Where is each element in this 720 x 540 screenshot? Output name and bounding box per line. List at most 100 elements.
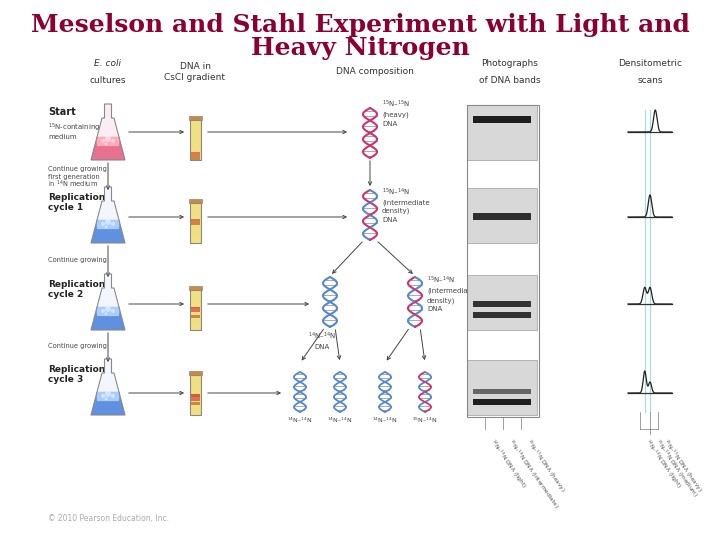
Polygon shape (91, 104, 125, 160)
Text: medium: medium (48, 134, 76, 140)
Text: DNA: DNA (382, 217, 397, 223)
Circle shape (104, 143, 107, 145)
Text: (heavy): (heavy) (382, 112, 409, 118)
Circle shape (101, 309, 105, 313)
Circle shape (104, 397, 107, 400)
Bar (191, 402, 199, 405)
Polygon shape (96, 392, 120, 401)
Polygon shape (91, 392, 125, 415)
Text: cycle 2: cycle 2 (48, 290, 84, 299)
Text: $^{14}$N–$^{14}$N: $^{14}$N–$^{14}$N (328, 416, 353, 425)
Text: Continue growing: Continue growing (48, 343, 107, 349)
Circle shape (111, 139, 115, 143)
Text: density): density) (427, 297, 455, 303)
Bar (189, 120, 200, 160)
Text: DNA: DNA (315, 344, 330, 350)
Circle shape (104, 225, 107, 228)
Text: Replication: Replication (48, 365, 105, 374)
Text: Photographs: Photographs (482, 59, 539, 68)
Text: $^{15}$N-containing: $^{15}$N-containing (48, 122, 100, 134)
Text: Densitometric: Densitometric (618, 59, 682, 68)
Bar (191, 237, 199, 243)
Bar (472, 116, 531, 123)
Bar (467, 105, 537, 160)
Circle shape (101, 139, 105, 143)
Bar (472, 213, 531, 220)
Text: $^{15}$N–$^{14}$N: $^{15}$N–$^{14}$N (382, 186, 410, 198)
Text: Replication: Replication (48, 193, 105, 202)
Bar (189, 371, 202, 375)
Bar (189, 290, 200, 330)
Text: $^{15}$N–$^{15}$N DNA (heavy): $^{15}$N–$^{15}$N DNA (heavy) (660, 437, 705, 495)
Bar (189, 286, 202, 290)
Circle shape (105, 136, 111, 142)
Bar (191, 324, 199, 330)
Bar (191, 154, 199, 160)
Bar (191, 315, 199, 318)
Polygon shape (91, 274, 125, 330)
Text: $^{15}$N–$^{14}$N DNA (medium): $^{15}$N–$^{14}$N DNA (medium) (652, 437, 701, 500)
Text: Heavy Nitrogen: Heavy Nitrogen (251, 36, 469, 60)
Bar (189, 290, 200, 330)
Bar (189, 120, 200, 160)
Bar (191, 397, 199, 401)
Text: $^{15}$N–$^{15}$N: $^{15}$N–$^{15}$N (382, 99, 410, 111)
Text: in $^{14}$N medium: in $^{14}$N medium (48, 178, 98, 190)
Polygon shape (91, 359, 125, 415)
Text: DNA composition: DNA composition (336, 68, 414, 77)
Text: first generation: first generation (48, 174, 100, 180)
Circle shape (104, 313, 107, 315)
Text: Continue growing: Continue growing (48, 166, 107, 172)
Bar (191, 152, 199, 154)
Bar (189, 375, 200, 415)
Text: cycle 1: cycle 1 (48, 203, 84, 212)
Bar (189, 203, 200, 243)
Polygon shape (91, 187, 125, 243)
Text: $^{15}$N–$^{14}$N: $^{15}$N–$^{14}$N (413, 416, 438, 425)
Text: scans: scans (637, 76, 662, 85)
Text: $^{14}$N–$^{14}$N: $^{14}$N–$^{14}$N (308, 331, 336, 342)
Text: cultures: cultures (90, 76, 126, 85)
Bar (191, 394, 199, 396)
Polygon shape (91, 220, 125, 243)
Text: density): density) (382, 208, 410, 214)
Text: Replication: Replication (48, 280, 105, 289)
Bar (472, 313, 531, 318)
Bar (191, 219, 199, 221)
Bar (467, 360, 537, 415)
Bar (472, 399, 531, 405)
Bar (191, 221, 199, 225)
Text: $^{14}$N–$^{14}$N DNA (light): $^{14}$N–$^{14}$N DNA (light) (642, 437, 684, 491)
Text: Meselson and Stahl Experiment with Light and: Meselson and Stahl Experiment with Light… (30, 13, 690, 37)
Circle shape (111, 394, 115, 398)
Text: Start: Start (48, 107, 76, 117)
Circle shape (111, 222, 115, 226)
Circle shape (101, 394, 105, 398)
Text: of DNA bands: of DNA bands (480, 76, 541, 85)
Circle shape (101, 222, 105, 226)
Text: $^{15}$N–$^{15}$N DNA (heavy): $^{15}$N–$^{15}$N DNA (heavy) (523, 437, 568, 495)
Bar (191, 307, 199, 308)
Circle shape (105, 219, 111, 225)
Bar (467, 275, 537, 330)
Text: cycle 3: cycle 3 (48, 375, 84, 384)
Text: $^{15}$N–$^{14}$N DNA (intermediate): $^{15}$N–$^{14}$N DNA (intermediate) (505, 437, 561, 511)
Bar (189, 199, 202, 203)
Bar (189, 116, 202, 120)
Text: DNA: DNA (427, 306, 442, 312)
Circle shape (105, 391, 111, 397)
Text: $^{15}$N–$^{14}$N: $^{15}$N–$^{14}$N (427, 275, 455, 287)
Text: © 2010 Pearson Education, Inc.: © 2010 Pearson Education, Inc. (48, 514, 169, 523)
Polygon shape (96, 307, 120, 316)
Text: DNA in
CsCl gradient: DNA in CsCl gradient (164, 62, 225, 82)
Text: (intermediate: (intermediate (382, 199, 430, 206)
Circle shape (111, 309, 115, 313)
Text: $^{14}$N–$^{14}$N: $^{14}$N–$^{14}$N (372, 416, 397, 425)
Bar (467, 188, 537, 243)
Text: $^{14}$N–$^{14}$N: $^{14}$N–$^{14}$N (287, 416, 312, 425)
Circle shape (105, 306, 111, 312)
Bar (191, 409, 199, 415)
Bar (191, 308, 199, 312)
Polygon shape (96, 220, 120, 229)
Text: E. coli: E. coli (94, 59, 122, 68)
